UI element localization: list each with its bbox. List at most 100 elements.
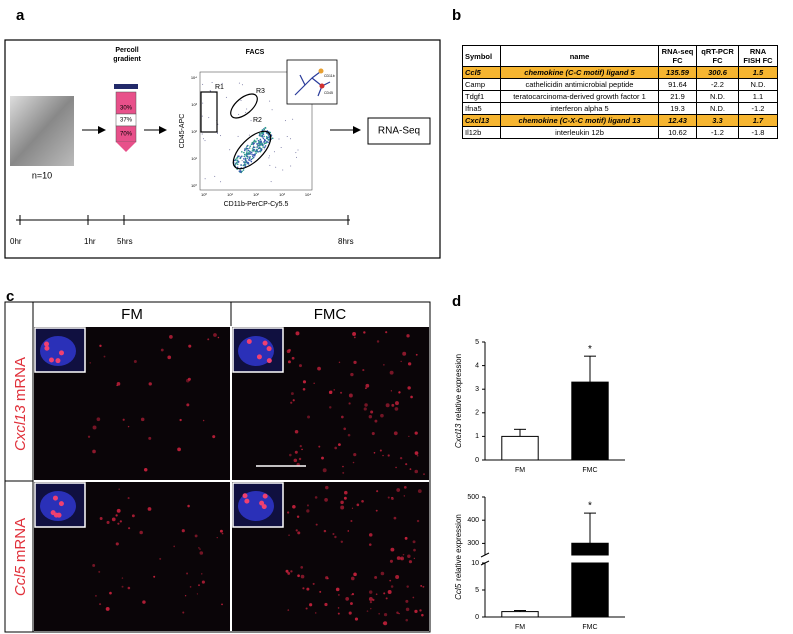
table-header-cell: RNA-seq FC bbox=[658, 45, 697, 67]
fish-signal bbox=[290, 570, 293, 573]
tube-layer-label: 70% bbox=[120, 132, 133, 138]
fish-signal bbox=[402, 351, 407, 356]
facs-dot bbox=[257, 151, 259, 153]
fish-signal bbox=[184, 595, 187, 597]
facs-dot bbox=[269, 155, 270, 157]
output-label: RNA-Seq bbox=[378, 126, 420, 137]
facs-dot bbox=[246, 145, 248, 148]
fish-signal bbox=[92, 564, 96, 567]
facs-dot bbox=[252, 153, 255, 156]
fish-signal bbox=[186, 572, 189, 575]
table-cell: 12.43 bbox=[658, 114, 697, 127]
bar bbox=[571, 381, 609, 461]
table-cell: N.D. bbox=[696, 102, 739, 115]
facs-dot bbox=[259, 143, 262, 145]
fish-signal bbox=[133, 360, 137, 363]
fish-signal bbox=[396, 488, 401, 492]
fish-signal bbox=[109, 591, 112, 595]
table-cell: Ifna5 bbox=[462, 102, 501, 115]
facs-dot bbox=[263, 142, 266, 145]
facs-dot bbox=[247, 163, 250, 165]
timeline-label: 0hr bbox=[10, 237, 22, 246]
fish-signal bbox=[315, 523, 318, 526]
nucleus bbox=[40, 491, 76, 521]
facs-x-tick: 10² bbox=[253, 192, 259, 197]
facs-dot bbox=[246, 150, 248, 152]
fish-signal bbox=[298, 364, 302, 368]
facs-dot bbox=[259, 133, 262, 135]
fish-signal bbox=[366, 610, 369, 612]
tube-title: gradient bbox=[113, 56, 141, 63]
fish-signal bbox=[317, 366, 321, 371]
fish-signal bbox=[198, 584, 200, 587]
gate-label: R1 bbox=[215, 84, 224, 91]
fish-signal bbox=[313, 382, 315, 384]
facs-title: FACS bbox=[246, 49, 265, 56]
table-cell: teratocarcinoma-derived growth factor 1 bbox=[500, 90, 659, 103]
fish-signal bbox=[96, 417, 101, 422]
y-tick-label: 5 bbox=[475, 339, 479, 346]
fish-signal bbox=[116, 508, 121, 513]
facs-dot bbox=[297, 149, 299, 151]
facs-dot bbox=[251, 157, 254, 160]
fish-signal bbox=[323, 529, 327, 533]
facs-dot bbox=[243, 151, 245, 154]
fish-signal bbox=[376, 340, 380, 343]
fish-signal bbox=[398, 391, 401, 394]
fish-signal bbox=[262, 340, 268, 346]
fish-signal bbox=[302, 380, 307, 384]
table-row: Tdgf1 teratocarcinoma-derived growth fact… bbox=[462, 90, 778, 103]
facs-dot bbox=[220, 181, 222, 183]
fish-signal bbox=[362, 369, 365, 372]
fish-signal bbox=[99, 344, 102, 348]
fish-signal bbox=[414, 609, 418, 614]
significance: * bbox=[588, 344, 592, 355]
fish-signal bbox=[325, 485, 329, 490]
facs-dot bbox=[259, 135, 261, 137]
fish-signal bbox=[217, 336, 220, 339]
facs-dot bbox=[251, 155, 254, 158]
facs-dot bbox=[237, 135, 239, 137]
fish-signal bbox=[201, 573, 203, 575]
table-cell: Il12b bbox=[462, 126, 501, 139]
facs-dot bbox=[264, 126, 267, 129]
fish-signal bbox=[352, 461, 355, 464]
fish-signal bbox=[296, 515, 300, 518]
fish-signal bbox=[55, 358, 61, 364]
facs-dot bbox=[238, 155, 240, 157]
facs-dot bbox=[249, 145, 252, 147]
facs-dot bbox=[269, 100, 271, 102]
fish-signal bbox=[287, 360, 291, 364]
facs-dot bbox=[261, 142, 263, 145]
table-row: Il12b interleukin 12b 10.62 -1.2 -1.8 bbox=[462, 126, 778, 139]
fish-signal bbox=[221, 532, 224, 535]
tube-layer-label: 30% bbox=[120, 106, 133, 112]
facs-dot bbox=[249, 159, 251, 162]
fish-signal bbox=[387, 454, 390, 457]
fish-signal bbox=[52, 495, 58, 501]
gate bbox=[230, 93, 258, 119]
table-cell: 1.1 bbox=[738, 90, 778, 103]
fish-signal bbox=[306, 509, 310, 513]
row-suffix: mRNA bbox=[12, 357, 29, 401]
row-label: Cxcl13 mRNA bbox=[12, 357, 29, 451]
fish-signal bbox=[368, 533, 373, 537]
table-cell: chemokine (C-C motif) ligand 5 bbox=[500, 66, 659, 79]
output-box bbox=[367, 117, 431, 145]
table-cell: 3.3 bbox=[696, 114, 739, 127]
fish-signal bbox=[306, 587, 310, 591]
fish-signal bbox=[199, 551, 204, 555]
fish-signal bbox=[374, 576, 378, 579]
facs-dot bbox=[275, 166, 277, 168]
fish-signal bbox=[347, 530, 350, 532]
fish-signal bbox=[400, 557, 403, 560]
facs-dot bbox=[254, 150, 257, 153]
facs-dot bbox=[267, 136, 269, 139]
mouse-photo bbox=[10, 96, 74, 166]
bar bbox=[571, 562, 609, 618]
inset-label: CD11b bbox=[324, 74, 335, 78]
fish-signal bbox=[314, 612, 317, 614]
facs-dot bbox=[265, 135, 268, 138]
facs-dot bbox=[211, 81, 213, 83]
fish-signal bbox=[105, 606, 110, 611]
